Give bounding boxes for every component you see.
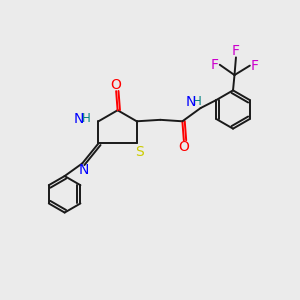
Text: S: S bbox=[135, 145, 144, 159]
Text: F: F bbox=[232, 44, 240, 58]
Text: N: N bbox=[73, 112, 84, 126]
Text: H: H bbox=[193, 95, 202, 108]
Text: O: O bbox=[111, 78, 122, 92]
Text: N: N bbox=[79, 163, 89, 177]
Text: F: F bbox=[251, 58, 259, 73]
Text: O: O bbox=[178, 140, 189, 154]
Text: F: F bbox=[211, 58, 218, 72]
Text: N: N bbox=[186, 94, 196, 109]
Text: H: H bbox=[82, 112, 91, 125]
